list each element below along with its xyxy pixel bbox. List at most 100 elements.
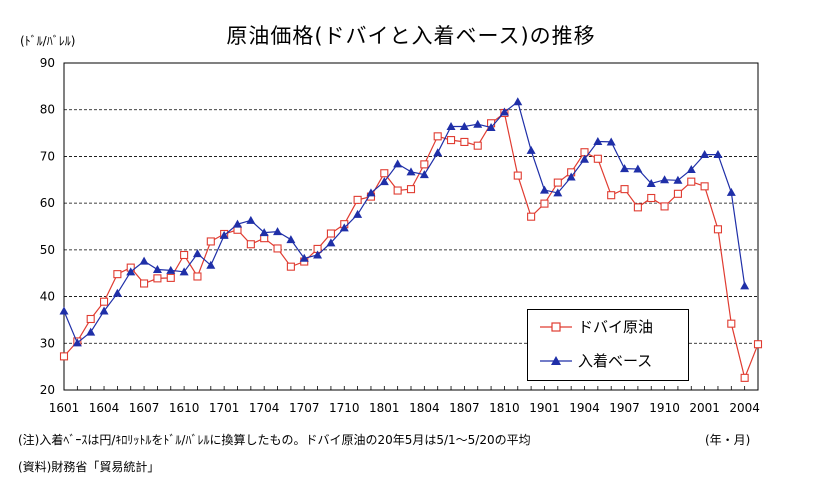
legend-label-landed: 入着ベース — [578, 352, 653, 370]
y-axis-unit-label: (ﾄﾞﾙ/ﾊﾞﾚﾙ) — [20, 34, 76, 48]
data-point — [192, 249, 202, 258]
x-tick-label: 2001 — [689, 401, 720, 415]
y-tick-label: 60 — [40, 196, 55, 210]
data-point — [420, 160, 429, 169]
footnote: (注)入着ﾍﾞｰｽは円/ｷﾛﾘｯﾄﾙをﾄﾞﾙ/ﾊﾞﾚﾙに換算したもの。ドバイ原油… — [18, 433, 531, 447]
data-point — [112, 288, 122, 297]
data-point — [726, 187, 736, 196]
data-point — [180, 250, 189, 260]
x-tick-label: 1807 — [449, 401, 480, 415]
data-point — [433, 132, 442, 141]
data-point — [647, 193, 656, 203]
data-point — [433, 148, 443, 157]
data-point — [113, 270, 122, 279]
data-point — [620, 185, 629, 194]
data-point — [713, 225, 723, 234]
data-point — [660, 175, 670, 184]
data-point — [700, 182, 709, 191]
data-point — [193, 272, 202, 281]
data-point — [459, 122, 469, 131]
data-point — [607, 191, 616, 200]
data-point — [713, 150, 723, 159]
y-tick-label: 30 — [40, 336, 55, 350]
data-point — [140, 279, 149, 288]
data-point — [566, 172, 576, 181]
data-point — [593, 136, 603, 145]
data-point — [86, 314, 95, 324]
data-point — [406, 167, 416, 176]
legend-label-dubai: ドバイ原油 — [578, 318, 654, 336]
data-point — [366, 188, 376, 197]
data-point — [513, 171, 522, 180]
data-point — [326, 229, 335, 238]
data-point — [206, 260, 216, 269]
data-point — [646, 179, 656, 188]
data-point — [166, 273, 175, 282]
data-point — [380, 169, 389, 178]
data-point — [152, 264, 162, 273]
x-tick-label: 1910 — [649, 401, 680, 415]
data-point — [580, 154, 589, 163]
data-point — [99, 297, 109, 306]
data-point — [273, 244, 282, 253]
x-tick-label: 1907 — [609, 401, 640, 415]
data-point — [353, 209, 363, 218]
grid-lines — [64, 109, 758, 344]
legend-marker-filled-triangle-icon — [540, 356, 572, 365]
x-tick-label: 1801 — [369, 401, 400, 415]
x-tick-label: 1701 — [209, 401, 240, 415]
data-point — [59, 306, 69, 315]
data-point — [687, 177, 696, 186]
data-point — [179, 267, 189, 276]
data-point — [59, 352, 69, 361]
data-point — [286, 235, 296, 244]
data-point — [219, 230, 229, 239]
data-point — [673, 189, 682, 198]
data-point — [539, 185, 549, 194]
legend-marker-open-square-icon — [540, 322, 572, 332]
data-point — [153, 274, 162, 283]
series-landed — [59, 97, 750, 347]
y-tick-label: 80 — [40, 103, 55, 117]
data-point — [286, 262, 295, 271]
data-point — [660, 202, 669, 211]
data-point — [419, 170, 429, 179]
data-point — [393, 186, 402, 195]
data-point — [460, 137, 469, 146]
data-point — [273, 227, 283, 236]
x-tick-label: 1610 — [169, 401, 200, 415]
x-tick-label: 1704 — [249, 401, 280, 415]
data-point — [527, 212, 536, 221]
data-point — [553, 178, 562, 187]
x-tick-label: 1901 — [529, 401, 560, 415]
y-tick-label: 40 — [40, 290, 55, 304]
y-tick-label: 70 — [40, 149, 55, 163]
data-point — [259, 228, 269, 237]
data-point — [606, 137, 616, 146]
data-point — [473, 141, 482, 150]
data-point — [393, 159, 403, 168]
x-tick-label: 1601 — [49, 401, 80, 415]
x-tick-label: 1710 — [329, 401, 360, 415]
data-point — [339, 223, 349, 232]
y-tick-label: 50 — [40, 243, 55, 257]
x-tick-label: 1810 — [489, 401, 520, 415]
data-point — [633, 164, 643, 173]
data-point — [299, 253, 309, 262]
data-point — [446, 136, 456, 145]
data-point — [499, 107, 509, 116]
data-point — [753, 340, 763, 349]
x-tick-label: 2004 — [729, 401, 760, 415]
y-tick-label: 90 — [40, 56, 55, 70]
data-point — [326, 238, 336, 247]
axes — [63, 62, 759, 391]
source-note: (資料)財務省「貿易統計」 — [18, 460, 160, 474]
data-point — [727, 319, 736, 328]
data-point — [700, 150, 710, 159]
data-point — [553, 188, 563, 197]
chart-title: 原油価格(ドバイと入着ベース)の推移 — [226, 24, 596, 48]
x-axis-unit-label: (年・月) — [705, 433, 751, 447]
data-point — [593, 154, 602, 163]
data-point — [166, 265, 176, 274]
